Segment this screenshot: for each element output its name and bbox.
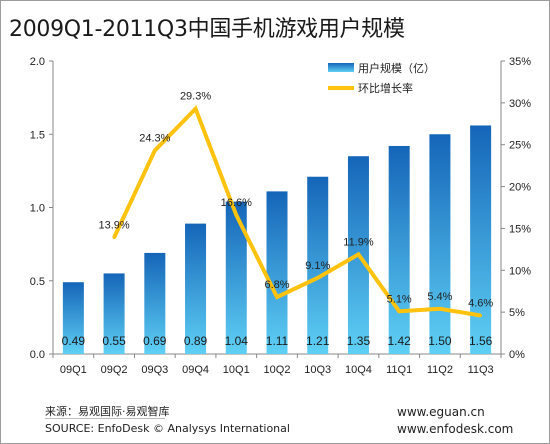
x-tick-label: 09Q4 <box>182 364 209 376</box>
bar-value-label: 1.21 <box>306 334 330 348</box>
growth-rate-label: 6.8% <box>264 279 289 291</box>
website-link[interactable]: www.eguan.cn <box>397 405 485 419</box>
bar-value-label: 1.35 <box>347 334 371 348</box>
left-tick-label: 1.5 <box>30 129 45 141</box>
growth-rate-label: 9.1% <box>305 260 330 272</box>
growth-rate-label: 5.4% <box>427 291 452 303</box>
left-tick-label: 0.0 <box>30 349 45 361</box>
growth-rate-label: 24.3% <box>139 133 170 145</box>
source-note-cn: 来源：易观国际·易观智库 <box>45 405 170 418</box>
x-tick-label: 10Q4 <box>345 364 372 376</box>
bar <box>144 252 166 354</box>
growth-rate-point <box>194 107 198 111</box>
left-tick-label: 2.0 <box>30 56 45 68</box>
legend-bar-label: 用户规模（亿） <box>358 61 435 75</box>
growth-rate-point <box>397 309 401 313</box>
right-tick-label: 15% <box>509 223 531 235</box>
growth-rate-point <box>356 252 360 256</box>
bar-value-label: 1.11 <box>266 334 289 348</box>
growth-rate-point <box>112 236 116 240</box>
bar <box>388 145 410 354</box>
growth-rate-point <box>153 149 157 153</box>
bar-value-label: 1.50 <box>428 334 452 348</box>
footer-divider <box>45 418 165 419</box>
x-tick-label: 11Q1 <box>386 364 412 376</box>
bar <box>307 176 329 354</box>
growth-rate-point <box>234 213 238 217</box>
website-link[interactable]: www.enfodesk.com <box>397 422 514 436</box>
legend: 用户规模（亿） 环比增长率 <box>328 61 435 95</box>
bar <box>225 201 247 354</box>
x-tick-label: 09Q2 <box>101 364 128 376</box>
x-tick-label: 10Q3 <box>304 364 331 376</box>
bar <box>103 273 125 354</box>
x-tick-label: 10Q2 <box>264 364 291 376</box>
bar-value-label: 0.49 <box>62 334 86 348</box>
growth-rate-label: 16.6% <box>221 197 252 209</box>
bar <box>470 125 492 355</box>
right-tick-label: 35% <box>509 56 531 68</box>
x-tick-label: 09Q3 <box>141 364 168 376</box>
x-tick-label: 10Q1 <box>223 364 250 376</box>
growth-rate-point <box>438 307 442 311</box>
bar-value-label: 0.55 <box>102 334 126 348</box>
bar <box>429 134 451 354</box>
growth-rate-label: 13.9% <box>98 220 129 232</box>
right-tick-label: 5% <box>509 307 525 319</box>
right-tick-label: 25% <box>509 140 531 152</box>
bar <box>185 223 207 354</box>
growth-rate-point <box>479 313 483 317</box>
right-tick-label: 30% <box>509 98 531 110</box>
x-tick-label: 11Q2 <box>427 364 453 376</box>
bar <box>62 282 84 354</box>
growth-rate-line <box>112 105 481 318</box>
growth-rate-label: 29.3% <box>180 91 211 103</box>
growth-rate-point <box>275 295 279 299</box>
right-tick-label: 20% <box>509 182 531 194</box>
bar-value-label: 1.42 <box>388 334 412 348</box>
bar-value-label: 1.56 <box>469 334 493 348</box>
x-tick-label: 11Q3 <box>468 364 494 376</box>
bar-value-label: 1.04 <box>225 334 249 348</box>
left-tick-label: 0.5 <box>30 276 45 288</box>
right-tick-label: 10% <box>509 265 531 277</box>
bar <box>266 191 288 354</box>
legend-line-label: 环比增长率 <box>358 81 413 95</box>
growth-rate-point <box>316 276 320 280</box>
right-tick-label: 0% <box>509 349 525 361</box>
source-note-en: SOURCE: EnfoDesk © Analysys Internationa… <box>45 422 290 435</box>
bar-value-label: 0.89 <box>184 334 208 348</box>
chart-title: 2009Q1-2011Q3中国手机游戏用户规模 <box>9 17 405 42</box>
growth-rate-label: 5.1% <box>387 293 412 305</box>
left-tick-label: 1.0 <box>30 203 45 215</box>
legend-bar-swatch <box>328 63 354 72</box>
bar-value-label: 0.69 <box>143 334 167 348</box>
growth-rate-label: 4.6% <box>468 297 493 309</box>
growth-rate-label: 11.9% <box>343 236 374 248</box>
x-tick-label: 09Q1 <box>60 364 87 376</box>
